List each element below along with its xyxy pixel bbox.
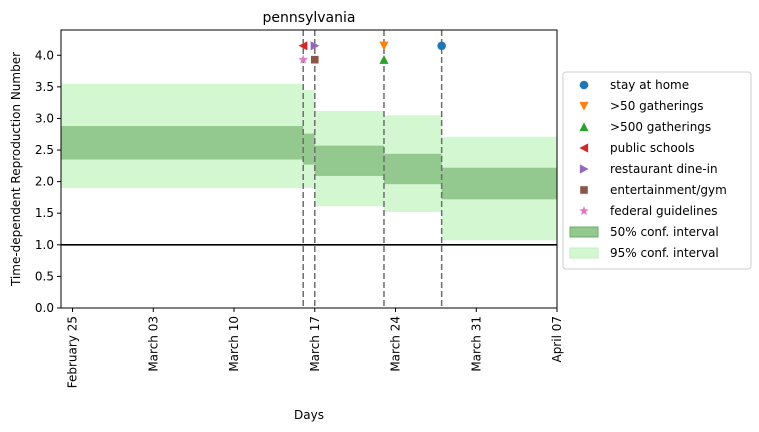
y-tick-label: 0.0	[35, 301, 54, 315]
intervention-marker	[310, 41, 320, 51]
legend-box	[562, 71, 752, 270]
legend-patch	[569, 226, 599, 238]
legend-marker	[579, 101, 589, 111]
legend-patch	[569, 247, 599, 259]
x-tick-label: March 17	[308, 316, 322, 372]
intervention-marker	[379, 55, 389, 64]
y-axis-label: Time-dependent Reproduction Number	[9, 52, 23, 287]
y-tick-label: 2.0	[35, 175, 54, 189]
x-tick-label: March 31	[469, 316, 483, 372]
x-tick-label: February 25	[66, 316, 80, 388]
legend-label: restaurant dine-in	[610, 162, 718, 176]
legend-marker	[579, 164, 589, 174]
legend: stay at home >50 gatherings >500 gathering…	[562, 71, 752, 270]
intervention-lines	[302, 30, 443, 308]
legend-label: federal guidelines	[610, 204, 718, 218]
legend-marker	[579, 122, 589, 132]
x-axis: February 25 March 03 March 10 March 17 March…	[66, 308, 564, 388]
x-tick-label: April 07	[550, 316, 564, 363]
x-tick-label: March 10	[227, 316, 241, 372]
ci50-band	[441, 167, 557, 200]
legend-label: >50 gatherings	[610, 99, 704, 113]
intervention-marker	[379, 41, 389, 51]
intervention-marker	[437, 41, 446, 51]
plot-frame	[60, 29, 558, 309]
legend-marker	[579, 143, 589, 153]
intervention-marker	[298, 41, 308, 51]
ci50-band	[314, 145, 384, 176]
ci50-layer	[61, 126, 557, 200]
x-tick-label: March 03	[146, 316, 160, 372]
y-axis: 0.0 0.5 1.0 1.5 2.0 2.5 3.0 3.5 4.0	[35, 48, 61, 315]
y-tick-label: 3.0	[35, 111, 54, 125]
legend-label: 95% conf. interval	[610, 246, 719, 260]
legend-label: >500 gatherings	[610, 120, 711, 134]
y-tick-label: 0.5	[35, 269, 54, 283]
legend-label: entertainment/gym	[610, 183, 727, 197]
legend-marker	[580, 186, 588, 194]
y-tick-label: 2.5	[35, 143, 54, 157]
intervention-marker	[298, 54, 308, 64]
y-tick-label: 1.5	[35, 206, 54, 220]
legend-marker	[579, 80, 589, 90]
legend-label: 50% conf. interval	[610, 225, 719, 239]
ci50-band	[61, 126, 304, 160]
y-tick-label: 3.5	[35, 80, 54, 94]
y-tick-label: 1.0	[35, 238, 54, 252]
x-tick-label: March 24	[389, 316, 403, 372]
intervention-markers	[298, 41, 446, 64]
legend-marker	[579, 206, 589, 216]
legend-label: stay at home	[610, 78, 689, 92]
ci50-band	[303, 133, 315, 165]
chart-title: pennsylvania	[263, 10, 356, 26]
legend-label: public schools	[610, 141, 695, 155]
x-axis-label: Days	[294, 408, 324, 422]
y-tick-label: 4.0	[35, 48, 54, 62]
intervention-marker	[310, 55, 319, 64]
ci50-band	[383, 153, 442, 185]
